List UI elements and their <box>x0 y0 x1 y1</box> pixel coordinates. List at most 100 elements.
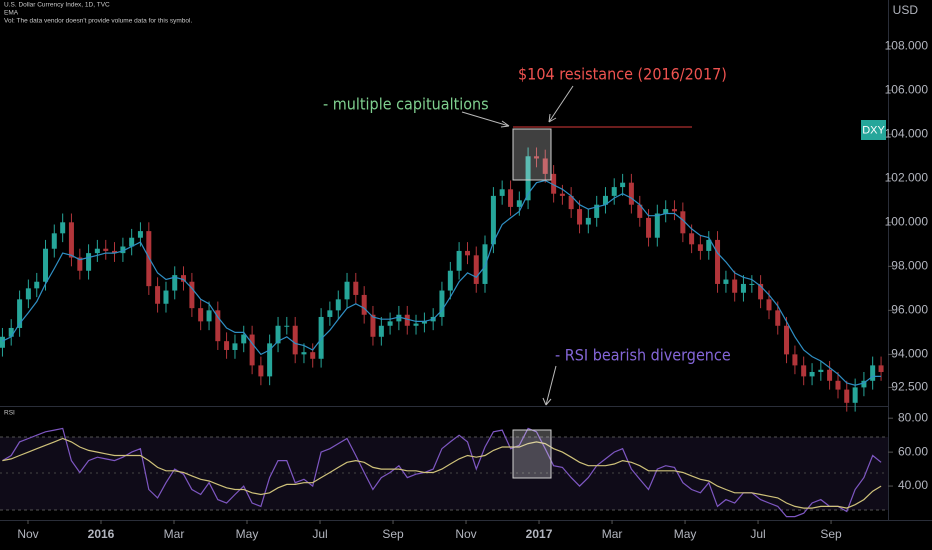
candle-body <box>249 334 255 366</box>
x-tick-label: Sep <box>820 527 842 541</box>
arrow-head <box>500 120 510 128</box>
candle-body <box>499 189 505 196</box>
series-line <box>2 437 882 509</box>
candle-body <box>568 195 574 210</box>
candle-body <box>792 354 798 366</box>
candle-body <box>809 371 815 377</box>
candle-body <box>172 275 178 291</box>
candle-body <box>508 189 514 207</box>
candle-body <box>86 253 92 271</box>
candle-body <box>585 217 591 225</box>
candle-body <box>404 314 410 326</box>
y-tick-label: 60.00 <box>898 444 928 458</box>
candle-body <box>801 365 807 377</box>
legend-entry: EMA <box>4 10 19 17</box>
candle-body <box>628 182 634 205</box>
candle-body <box>447 270 453 291</box>
candle-body <box>577 209 583 225</box>
symbol-tag: DXY <box>862 124 885 136</box>
candle-body <box>120 246 126 254</box>
x-tick-label: 2016 <box>88 527 115 541</box>
candle-body <box>43 248 49 282</box>
annotation: - multiple capitualtions <box>323 95 489 114</box>
candle-body <box>715 239 721 284</box>
candle-body <box>456 250 462 271</box>
y-tick-label: 80.00 <box>898 410 928 424</box>
x-tick-label: May <box>674 527 697 541</box>
y-tick-label: 100.000 <box>885 214 929 228</box>
candle-body <box>51 233 57 249</box>
candle-body <box>60 222 66 234</box>
candle-body <box>723 279 729 284</box>
subtitle: Vol: The data vendor doesn't provide vol… <box>4 18 192 25</box>
candle-body <box>602 195 608 205</box>
candle-body <box>680 211 686 234</box>
candle-body <box>740 283 746 293</box>
candle-body <box>775 310 781 326</box>
candle-body <box>878 365 884 372</box>
y-tick-label: 98.000 <box>891 259 928 273</box>
candle-body <box>258 365 264 377</box>
candle-body <box>861 380 867 388</box>
candle-body <box>637 204 643 218</box>
candle-body <box>34 281 40 289</box>
candle-body <box>559 193 565 196</box>
candle-body <box>129 237 135 247</box>
candle-body <box>594 204 600 218</box>
x-tick-label: May <box>236 527 259 541</box>
x-tick-label: Mar <box>602 527 623 541</box>
y-tick-label: 102.000 <box>885 170 929 184</box>
candle-body <box>852 387 858 403</box>
candle-body <box>870 365 876 381</box>
candle-body <box>301 352 307 355</box>
annotation: - RSI bearish divergence <box>555 346 731 365</box>
overlay: - multiple capitualtions $104 resistance… <box>4 2 919 479</box>
candle-body <box>198 308 204 322</box>
candle-body <box>671 209 677 212</box>
x-tick-label: Mar <box>164 527 185 541</box>
candle-body <box>94 248 100 254</box>
candle-body <box>25 288 31 300</box>
candle-body <box>284 325 290 327</box>
pane-title: RSI <box>4 410 15 417</box>
candle-body <box>516 200 522 207</box>
candle-body <box>327 310 333 317</box>
candle-body <box>784 325 790 355</box>
candle-body <box>620 182 626 188</box>
candle-body <box>310 352 316 359</box>
candle-body <box>396 314 402 322</box>
marks: 92.500 94.000 96.000 98.000 100.000 102.000 10… <box>0 38 928 541</box>
candle-body <box>646 217 652 238</box>
candle-body <box>611 187 617 196</box>
candle-body <box>17 299 23 328</box>
candle-body <box>353 281 359 295</box>
axis-unit: USD <box>893 3 919 17</box>
candle-body <box>224 341 230 350</box>
x-tick-label: Jul <box>750 527 765 541</box>
candle-body <box>137 231 143 238</box>
series-line <box>2 427 882 518</box>
y-tick-label: 92.500 <box>891 380 928 394</box>
candle-body <box>464 250 470 256</box>
chart-title: U.S. Dollar Currency Index, 1D, TVC <box>4 2 110 9</box>
candle-body <box>370 314 376 337</box>
candle-body <box>533 156 539 159</box>
candle-body <box>103 248 109 251</box>
candle-body <box>525 156 531 201</box>
candle-body <box>206 310 212 322</box>
series-line <box>2 179 882 386</box>
highlight-box <box>512 128 552 181</box>
candle-body <box>387 321 393 326</box>
y-tick-label: 40.00 <box>898 478 928 492</box>
arrow <box>545 365 557 406</box>
annotation: $104 resistance (2016/2017) <box>518 65 727 84</box>
candle-body <box>292 325 298 355</box>
candle-body <box>112 250 118 254</box>
candle-body <box>766 299 772 311</box>
y-tick-label: 108.000 <box>885 38 929 52</box>
candle-body <box>732 279 738 293</box>
candle-body <box>378 325 384 337</box>
candle-body <box>8 327 14 337</box>
arrow-head <box>542 397 552 406</box>
candle-body <box>241 334 247 344</box>
